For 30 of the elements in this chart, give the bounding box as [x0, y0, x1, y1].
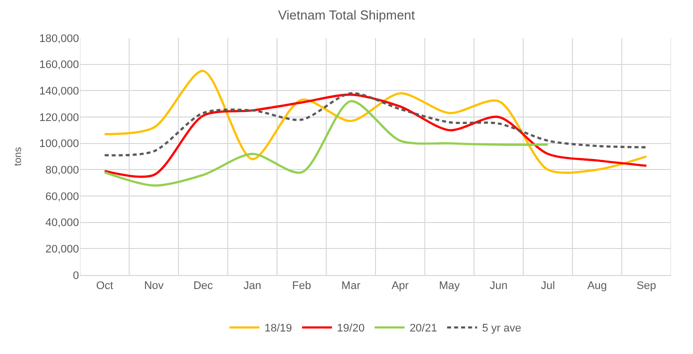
line-series: [104, 92, 648, 156]
y-axis-title: tons: [13, 147, 24, 166]
y-tick-label: 0: [72, 270, 79, 282]
x-tick-label: Jan: [244, 280, 262, 292]
x-tick-label: May: [438, 280, 460, 292]
x-tick-label: Nov: [144, 280, 164, 292]
y-tick-label: 180,000: [39, 32, 79, 45]
legend-label: 5 yr ave: [482, 322, 522, 335]
x-tick-label: Oct: [96, 280, 114, 292]
y-tick-label: 60,000: [45, 190, 79, 203]
y-tick-label: 120,000: [39, 112, 79, 124]
chart-title: Vietnam Total Shipment: [278, 8, 416, 23]
x-tick-label: Sep: [636, 280, 656, 292]
legend-label: 18/19: [264, 322, 292, 335]
y-tick-label: 140,000: [39, 86, 79, 98]
line-series: [104, 100, 549, 187]
legend-label: 19/20: [337, 322, 365, 335]
y-tick-label: 20,000: [45, 244, 79, 256]
x-tick-label: Jul: [540, 280, 555, 292]
y-tick-label: 40,000: [45, 217, 79, 230]
x-tick-label: Jun: [490, 280, 508, 292]
x-tick-label: Apr: [392, 280, 410, 292]
x-tick-label: Feb: [292, 280, 312, 292]
x-tick-label: Aug: [587, 280, 607, 292]
x-tick-label: Dec: [193, 280, 214, 292]
y-tick-label: 80,000: [45, 164, 79, 177]
y-tick-label: 100,000: [39, 138, 79, 150]
x-tick-label: Mar: [341, 280, 361, 292]
legend-label: 20/21: [410, 322, 438, 335]
y-tick-label: 160,000: [39, 59, 79, 72]
